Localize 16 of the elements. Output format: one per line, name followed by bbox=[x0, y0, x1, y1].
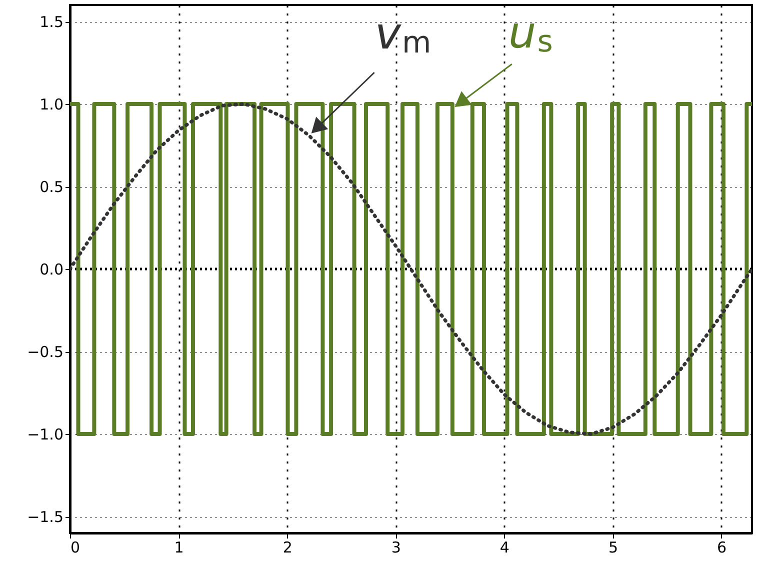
x-tick-label: 5 bbox=[608, 538, 618, 556]
x-tick-label: 1 bbox=[174, 538, 184, 556]
y-tick-label: −1.5 bbox=[27, 508, 64, 526]
y-tick-label: −0.5 bbox=[27, 343, 64, 361]
y-tick-label: 0.5 bbox=[40, 178, 64, 196]
x-tick-label: 2 bbox=[282, 538, 292, 556]
y-tick-label: 1.0 bbox=[40, 96, 64, 114]
y-tick-label: 0.0 bbox=[40, 260, 64, 278]
x-tick-label: 6 bbox=[717, 538, 727, 556]
y-tick-label: −1.0 bbox=[27, 426, 64, 444]
x-tick-label: 0 bbox=[70, 538, 80, 556]
x-tick-label: 4 bbox=[500, 538, 510, 556]
x-tick-label: 3 bbox=[391, 538, 401, 556]
y-tick-label: 1.5 bbox=[40, 13, 64, 31]
annotation: vm bbox=[374, 8, 432, 61]
annotation: us bbox=[508, 7, 553, 60]
